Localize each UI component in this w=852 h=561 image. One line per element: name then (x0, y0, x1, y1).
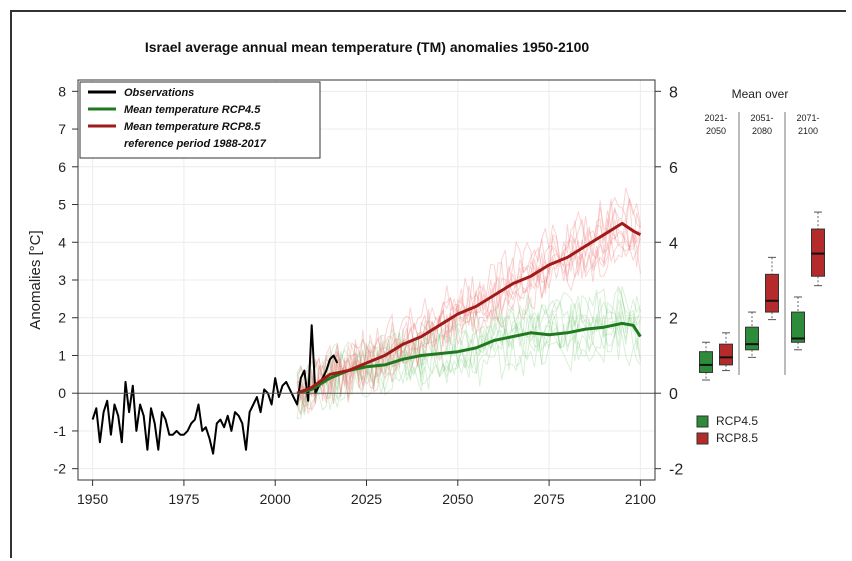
box-legend-swatch (696, 432, 709, 445)
mean-over-title: Mean over (732, 87, 789, 101)
y-tick-label-left: -2 (54, 461, 67, 477)
legend-entry-label: Mean temperature RCP4.5 (124, 104, 261, 116)
x-tick-label: 2050 (442, 491, 473, 507)
y-tick-label-left: 8 (58, 83, 66, 99)
box-legend-label: RCP8.5 (716, 431, 758, 445)
period-label: 2100 (798, 126, 818, 136)
ensemble-member-line (296, 286, 641, 394)
ensemble-members (296, 187, 641, 420)
ensemble-member-line (296, 310, 641, 420)
x-tick-label: 1950 (77, 491, 108, 507)
ensemble-member-line (296, 310, 641, 416)
x-tick-label: 1975 (168, 491, 199, 507)
y-tick-label-left: 0 (58, 385, 66, 401)
x-tick-label: 2025 (351, 491, 382, 507)
box-2071-2100-rcp45 (791, 296, 805, 351)
x-tick-label: 2100 (625, 491, 656, 507)
x-tick-label: 2000 (260, 491, 291, 507)
y-tick-label-right: 8 (669, 84, 678, 101)
legend-entry-label: reference period 1988-2017 (124, 138, 267, 150)
y-tick-label-right: 2 (669, 311, 678, 328)
ensemble-member-line (296, 215, 641, 413)
box-legend-label: RCP4.5 (716, 414, 758, 428)
box-2051-2080-rcp85 (765, 256, 779, 321)
ensemble-member-line (296, 285, 641, 401)
ensemble-member-line (296, 218, 641, 408)
y-tick-label-left: -1 (54, 423, 67, 439)
ensemble-member-line (296, 230, 641, 405)
period-label: 2021- (704, 113, 727, 123)
y-tick-label-right: 0 (669, 386, 678, 403)
box-2071-2100-rcp85 (811, 211, 825, 287)
y-tick-label-right: -2 (669, 462, 683, 479)
legend-entry-label: Observations (124, 87, 194, 99)
y-tick-label-left: 6 (58, 159, 66, 175)
box-body (699, 351, 713, 373)
mean-over-panel: Mean over 2021- 2050 2051- 2080 2071- 2100 RCP… (696, 87, 825, 445)
y-tick-label-left: 5 (58, 197, 66, 213)
y-tick-label-left: 7 (58, 121, 66, 137)
period-label: 2051- (750, 113, 773, 123)
legend: Observations Mean temperature RCP4.5 Mean … (79, 81, 321, 159)
axes: 1950 1975 2000 2025 2050 2075 2100 -2 -1 0 1 2 3 4 5 6 7… (54, 79, 683, 507)
y-tick-label-left: 3 (58, 272, 66, 288)
x-tick-label: 2075 (534, 491, 565, 507)
box-body (719, 343, 733, 366)
period-label: 2080 (752, 126, 772, 136)
ensemble-member-line (297, 324, 641, 419)
chart-title: Israel average annual mean temperature (… (145, 39, 590, 55)
box-body (745, 326, 759, 351)
box-2021-2050-rcp45 (699, 341, 713, 381)
y-axis-label: Anomalies [°C] (27, 230, 44, 329)
legend-box (79, 81, 321, 159)
y-tick-label-left: 2 (58, 310, 66, 326)
ensemble-member-line (296, 196, 641, 396)
ensemble-member-line (296, 198, 641, 388)
period-label: 2050 (706, 126, 726, 136)
box-body (791, 311, 805, 343)
y-tick-label-left: 1 (58, 347, 66, 363)
box-2051-2080-rcp45 (745, 311, 759, 358)
ensemble-member-line (296, 187, 641, 408)
ensemble-member-line (296, 288, 641, 404)
y-tick-label-right: 4 (669, 235, 678, 252)
ensemble-member-line (296, 207, 641, 407)
y-tick-label-right: 6 (669, 160, 678, 177)
box-body (765, 273, 779, 313)
figure-frame (10, 10, 846, 558)
box-legend-swatch (696, 415, 709, 428)
ensemble-member-line (296, 297, 641, 408)
legend-entry-label: Mean temperature RCP8.5 (124, 121, 261, 133)
series-line-rcp85 (296, 221, 642, 395)
box-2021-2050-rcp85 (719, 332, 733, 372)
period-label: 2071- (796, 113, 819, 123)
y-tick-label-left: 4 (58, 234, 66, 250)
